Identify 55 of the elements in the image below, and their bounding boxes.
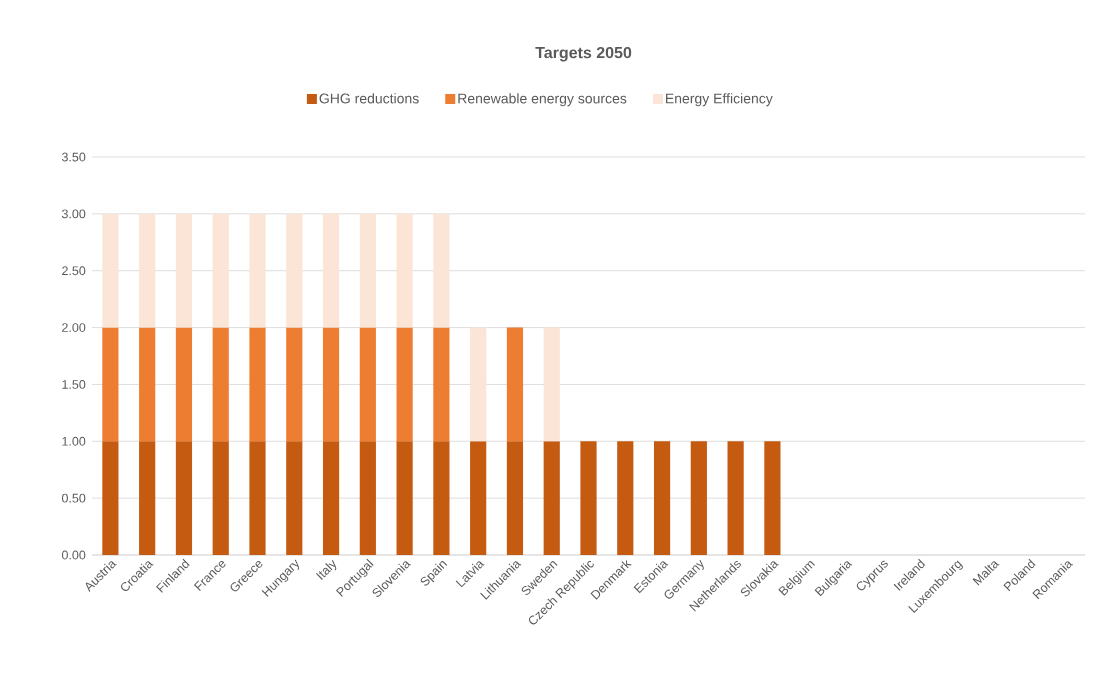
bar — [470, 327, 487, 442]
bar — [359, 213, 376, 328]
legend-label: GHG reductions — [319, 93, 419, 104]
bar — [139, 441, 156, 555]
bar — [175, 213, 193, 328]
bar — [727, 441, 744, 555]
bar — [396, 327, 413, 442]
y-tick-label: 1.50 — [62, 379, 86, 389]
bar — [139, 327, 156, 442]
bar — [506, 441, 524, 555]
bar — [286, 327, 303, 442]
bar — [433, 213, 450, 328]
bar — [212, 213, 229, 328]
bar — [433, 327, 450, 442]
bar — [396, 441, 413, 555]
bar — [249, 441, 266, 555]
y-tick-label: 2.00 — [62, 323, 86, 332]
chart-title: Targets 2050 — [535, 46, 632, 62]
bar — [653, 441, 671, 555]
bar — [102, 327, 119, 442]
bar — [212, 327, 229, 442]
bar — [102, 441, 119, 555]
bar — [359, 327, 376, 442]
bar — [286, 213, 303, 328]
bar — [212, 441, 229, 555]
legend-label: Energy Efficiency — [666, 93, 773, 107]
bar — [506, 327, 524, 442]
bar — [139, 213, 156, 328]
y-tick-label: 0.00 — [61, 550, 86, 560]
y-tick-label: 2.50 — [62, 266, 86, 276]
bar — [764, 441, 781, 555]
bar — [433, 441, 450, 555]
bar — [690, 441, 707, 555]
bar — [617, 441, 634, 555]
x-tick-label: Italy — [315, 559, 337, 580]
bar — [175, 327, 193, 442]
bar — [543, 441, 560, 555]
bar — [580, 441, 597, 555]
bar — [543, 327, 560, 442]
bar — [249, 213, 266, 328]
bar — [322, 327, 340, 442]
bar — [175, 441, 193, 555]
bar — [470, 441, 487, 555]
bar — [322, 441, 340, 555]
bar — [249, 327, 266, 442]
bar — [286, 441, 303, 555]
y-tick-label: 3.00 — [61, 209, 86, 219]
y-tick-label: 1.00 — [62, 436, 86, 446]
bar — [359, 441, 376, 555]
bar — [322, 213, 340, 328]
y-tick-label: 0.50 — [61, 493, 86, 503]
bar — [102, 213, 119, 328]
legend-label: Renewable energy sources — [458, 93, 627, 107]
y-tick-label: 3.50 — [61, 152, 86, 162]
bar — [396, 213, 413, 328]
